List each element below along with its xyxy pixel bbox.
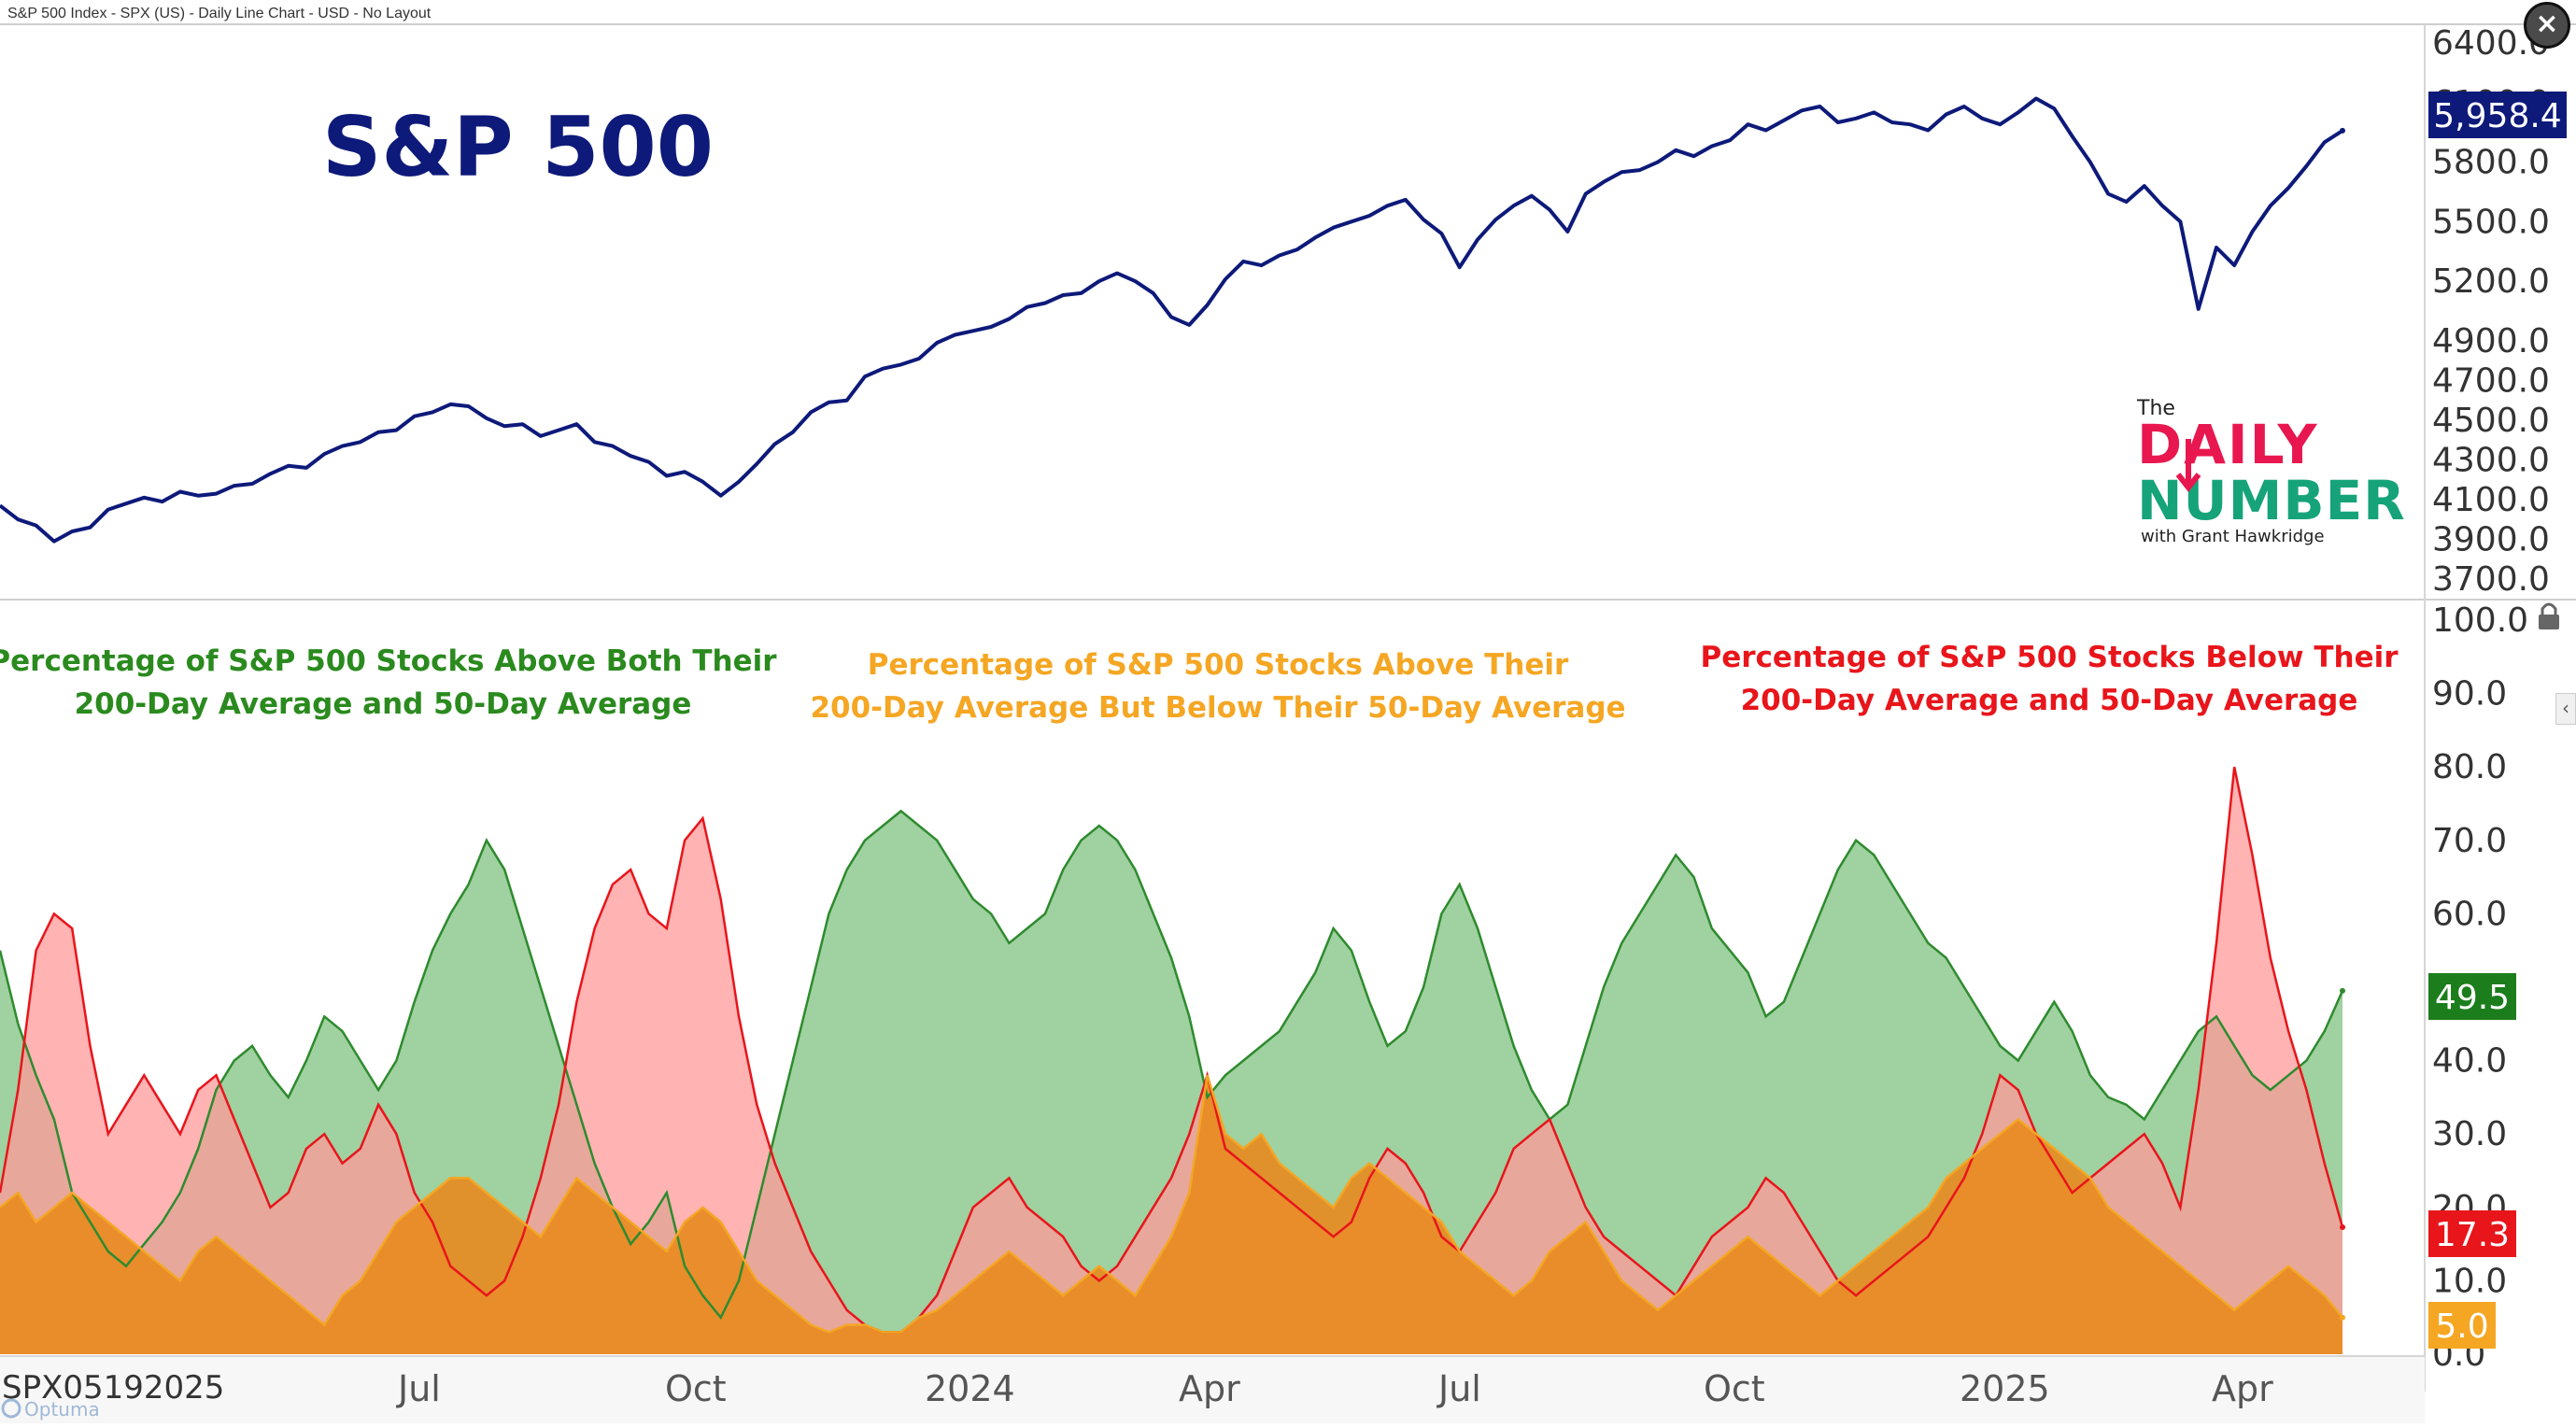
- bottom-tick-label: 90.0: [2432, 675, 2507, 714]
- x-label: Oct: [665, 1368, 727, 1409]
- green-last-value: 49.5: [2435, 979, 2510, 1017]
- red-last-value: 17.3: [2435, 1216, 2510, 1254]
- x-label: Jul: [1437, 1368, 1481, 1409]
- green-title-line1: Percentage of S&P 500 Stocks Above Both …: [0, 644, 777, 678]
- green-title-line2: 200-Day Average and 50-Day Average: [75, 687, 692, 721]
- x-label: 2025: [1960, 1368, 2050, 1409]
- top-tick-label: 4700.0: [2432, 361, 2550, 400]
- green-badge-bg: [2428, 973, 2516, 1020]
- lock-icon[interactable]: [2539, 602, 2559, 629]
- orange-last-value-badge: 5.0: [2428, 1302, 2496, 1349]
- orange-title-line1: Percentage of S&P 500 Stocks Above Their: [868, 648, 1569, 682]
- top-tick-label: 3700.0: [2432, 560, 2550, 599]
- sp500-panel-label: S&P 500: [322, 99, 714, 195]
- green-last-point: [2340, 987, 2345, 994]
- lock-shackle: [2541, 602, 2557, 615]
- bottom-tick-label: 30.0: [2432, 1115, 2507, 1153]
- top-tick-label: 5800.0: [2432, 144, 2550, 182]
- close-button[interactable]: ×: [2524, 2, 2570, 49]
- collapse-panel-button[interactable]: ‹: [2555, 693, 2576, 725]
- green-series-title: Percentage of S&P 500 Stocks Above Both …: [0, 644, 777, 721]
- sp500-price-line: [0, 96, 2344, 544]
- bottom-axis-ticks: 100.0 90.0 80.0 70.0 60.0 40.0 30.0 20.0…: [2432, 601, 2528, 1374]
- x-label: Jul: [396, 1368, 441, 1409]
- lock-body: [2539, 615, 2559, 629]
- sp500-badge-bg: [2428, 92, 2567, 138]
- header-title: S&P 500 Index - SPX (US) - Daily Line Ch…: [7, 6, 432, 21]
- orange-series-area: [0, 1075, 2342, 1354]
- green-last-value-badge: 49.5: [2428, 973, 2516, 1020]
- top-tick-label: 5200.0: [2432, 262, 2550, 301]
- orange-series-line: [0, 1074, 2343, 1334]
- bottom-tick-label: 100.0: [2432, 601, 2528, 640]
- green-series-line: [0, 809, 2344, 1320]
- series-layer: [0, 96, 2345, 1354]
- top-tick-label: 4500.0: [2432, 402, 2550, 440]
- logo-daily: DAILY: [2137, 413, 2319, 476]
- optuma-watermark: Optuma: [1, 1398, 100, 1421]
- sp500-last-point: [2340, 127, 2345, 134]
- bottom-tick-label: 60.0: [2432, 895, 2507, 933]
- red-last-point: [2340, 1224, 2345, 1231]
- red-last-value-badge: 17.3: [2428, 1210, 2516, 1257]
- sp500-last-value: 5,958.4: [2433, 97, 2561, 135]
- x-label: Apr: [1179, 1368, 1240, 1409]
- red-series-title: Percentage of S&P 500 Stocks Below Their…: [1700, 641, 2399, 717]
- logo-number: NUMBER: [2137, 469, 2406, 532]
- bottom-tick-label: 40.0: [2432, 1042, 2507, 1081]
- xaxis-band: [0, 1356, 2425, 1423]
- bottom-tick-label: 80.0: [2432, 748, 2507, 786]
- x-axis-labels: Jul Oct 2024 Apr Jul Oct 2025 Apr: [396, 1368, 2273, 1409]
- orange-series-title: Percentage of S&P 500 Stocks Above Their…: [810, 648, 1625, 725]
- x-label: Apr: [2212, 1368, 2273, 1409]
- x-label: Oct: [1704, 1368, 1765, 1409]
- close-icon: ×: [2535, 7, 2559, 40]
- top-tick-label: 3900.0: [2432, 520, 2550, 558]
- red-series-line: [0, 766, 2344, 1334]
- top-tick-label: 4900.0: [2432, 322, 2550, 361]
- bottom-tick-label: 10.0: [2432, 1262, 2507, 1300]
- x-label: 2024: [925, 1368, 1015, 1409]
- red-title-line1: Percentage of S&P 500 Stocks Below Their: [1700, 641, 2399, 674]
- top-tick-label: 5500.0: [2432, 203, 2550, 241]
- optuma-watermark-text: Optuma: [24, 1398, 100, 1421]
- red-badge-bg: [2428, 1210, 2516, 1257]
- daily-number-logo: The DAILY NUMBER with Grant Hawkridge: [2136, 397, 2406, 546]
- red-title-line2: 200-Day Average and 50-Day Average: [1741, 684, 2358, 717]
- top-tick-label: 4100.0: [2432, 481, 2550, 519]
- optuma-logo-icon: [1, 1398, 21, 1419]
- orange-last-point: [2340, 1314, 2345, 1321]
- symbol-code: SPX05192025: [2, 1369, 224, 1407]
- chevron-left-icon: ‹: [2562, 697, 2569, 719]
- logo-byline: with Grant Hawkridge: [2141, 527, 2325, 546]
- top-tick-label: 4300.0: [2432, 441, 2550, 479]
- orange-last-value: 5.0: [2435, 1308, 2488, 1346]
- sp500-last-value-badge: 5,958.4: [2428, 92, 2567, 138]
- orange-title-line2: 200-Day Average But Below Their 50-Day A…: [810, 691, 1625, 725]
- logo-arrow-icon: [2175, 439, 2201, 492]
- bottom-tick-label: 70.0: [2432, 822, 2507, 860]
- orange-badge-bg: [2428, 1302, 2496, 1349]
- logo-the: The: [2136, 397, 2175, 420]
